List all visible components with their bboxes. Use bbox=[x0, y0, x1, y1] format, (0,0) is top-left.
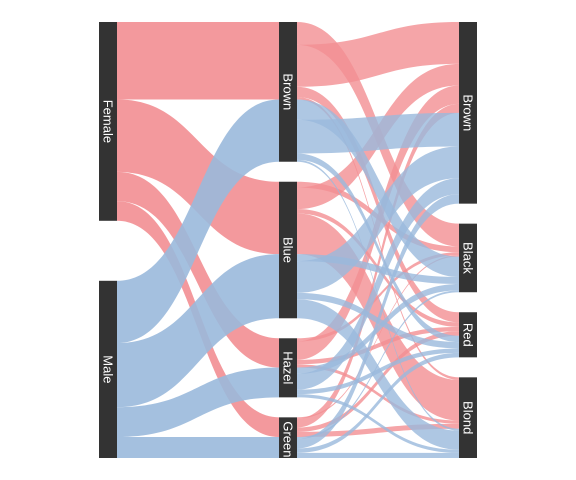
link-male-hazel-eyes-to-black-hair bbox=[297, 283, 459, 374]
node-label-brown-eyes: Brown bbox=[281, 73, 296, 110]
node-male bbox=[99, 280, 117, 458]
links-sex-to-eye bbox=[117, 22, 279, 458]
link-female-hazel-eyes-to-red-hair bbox=[297, 326, 459, 365]
node-label-hazel-eyes: Hazel bbox=[281, 351, 296, 384]
link-female-hazel-eyes-to-blond-hair bbox=[297, 364, 459, 424]
link-male-to-blue-eyes bbox=[117, 254, 279, 408]
node-brown-hair bbox=[459, 22, 477, 204]
node-label-blond-hair: Blond bbox=[461, 401, 476, 434]
node-blond-hair bbox=[459, 377, 477, 458]
link-female-hazel-eyes-to-black-hair bbox=[297, 252, 459, 342]
link-female-brown-eyes-to-blond-hair bbox=[297, 96, 459, 380]
node-label-female: Female bbox=[101, 100, 116, 143]
link-male-green-eyes-to-red-hair bbox=[297, 352, 459, 453]
links-eye-to-hair bbox=[297, 22, 459, 458]
node-brown-eyes bbox=[279, 22, 297, 162]
node-label-green-eyes: Green bbox=[281, 421, 296, 457]
node-label-black-hair: Black bbox=[461, 242, 476, 274]
link-female-to-brown-eyes bbox=[117, 22, 279, 100]
link-female-brown-eyes-to-brown-hair bbox=[297, 22, 459, 87]
link-male-to-green-eyes bbox=[117, 437, 279, 458]
node-label-brown-hair: Brown bbox=[461, 94, 476, 131]
link-male-to-hazel-eyes bbox=[117, 367, 279, 438]
node-label-blue-eyes: Blue bbox=[281, 237, 296, 263]
link-male-green-eyes-to-black-hair bbox=[297, 290, 459, 439]
link-male-to-brown-eyes bbox=[117, 99, 279, 344]
link-male-green-eyes-to-blond-hair bbox=[297, 452, 459, 458]
link-male-blue-eyes-to-brown-hair bbox=[297, 146, 459, 293]
link-male-brown-eyes-to-brown-hair bbox=[297, 112, 459, 154]
link-male-brown-eyes-to-black-hair bbox=[297, 99, 459, 278]
node-blue-eyes bbox=[279, 181, 297, 319]
link-male-blue-eyes-to-blond-hair bbox=[297, 299, 459, 450]
link-male-hazel-eyes-to-brown-hair bbox=[297, 178, 459, 390]
node-label-red-hair: Red bbox=[461, 323, 476, 347]
link-female-to-hazel-eyes bbox=[117, 171, 279, 368]
nodes: Female Male Brown Blue Hazel Green Brown Black R… bbox=[99, 22, 477, 458]
link-female-green-eyes-to-black-hair bbox=[297, 255, 459, 419]
link-male-hazel-eyes-to-blond-hair bbox=[297, 394, 459, 453]
link-male-green-eyes-to-brown-hair bbox=[297, 194, 459, 449]
node-hazel-eyes bbox=[279, 338, 297, 398]
link-male-brown-eyes-to-red-hair bbox=[297, 153, 459, 343]
link-male-brown-eyes-to-blond-hair bbox=[297, 159, 459, 431]
node-black-hair bbox=[459, 223, 477, 293]
node-female bbox=[99, 22, 117, 221]
node-red-hair bbox=[459, 312, 477, 358]
link-male-hazel-eyes-to-red-hair bbox=[297, 348, 459, 395]
node-green-eyes bbox=[279, 417, 297, 458]
link-female-to-blue-eyes bbox=[117, 99, 279, 255]
node-label-male: Male bbox=[101, 355, 116, 383]
